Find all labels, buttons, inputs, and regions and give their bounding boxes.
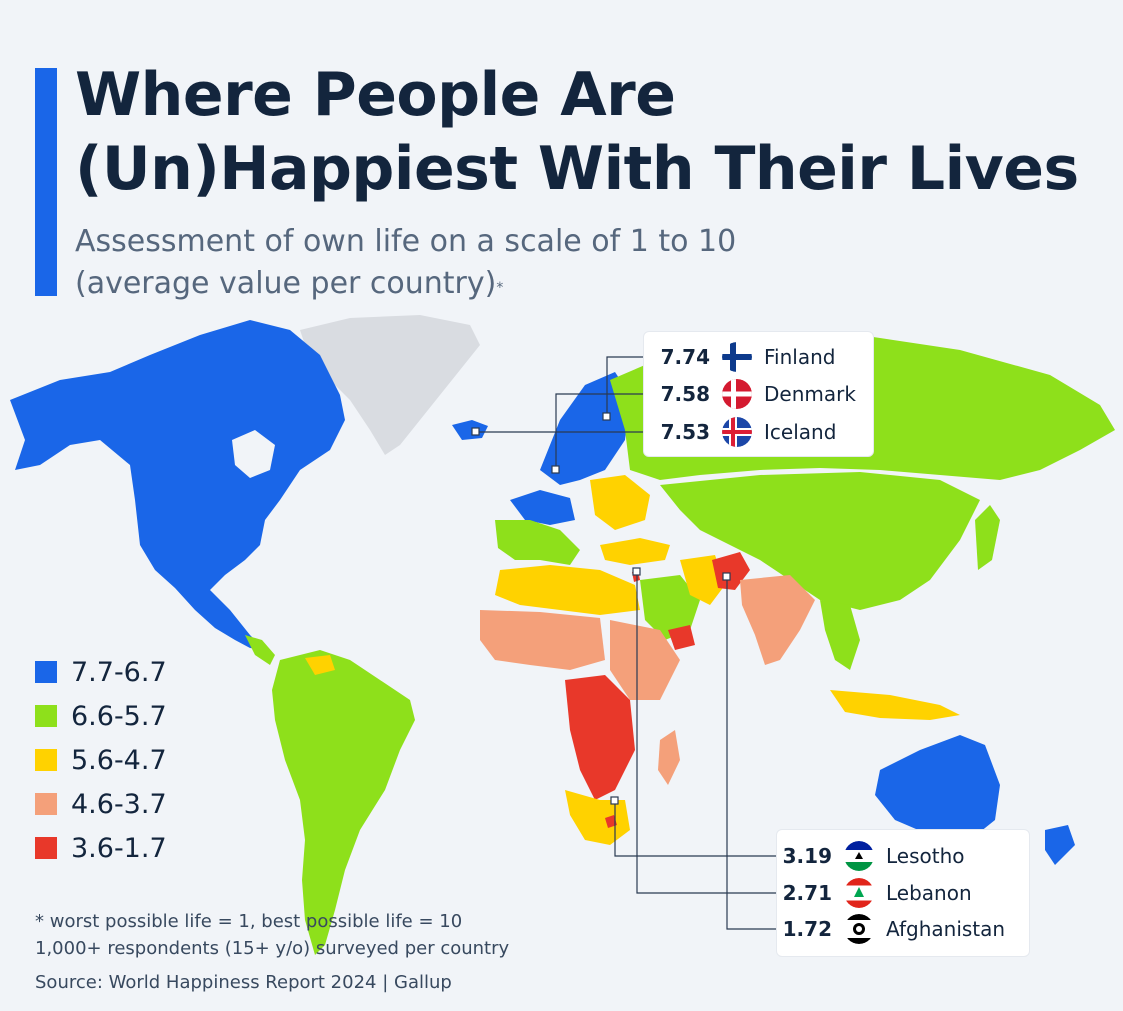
title-line-2: (Un)Happiest With Their Lives [75,134,1079,204]
leader-line-lesotho [614,801,778,857]
country-greenland [300,315,480,455]
leader-line-afghanistan [726,577,778,930]
footnote-line-1: * worst possible life = 1, best possible… [35,911,463,932]
legend-swatch [35,705,57,727]
callout-value: 7.53 [660,420,710,444]
callout-country: Denmark [764,382,856,406]
legend-label: 4.6-3.7 [71,788,167,820]
afghanistan-flag-icon [844,914,874,944]
leader-line-denmark [555,393,645,470]
footnote: * worst possible life = 1, best possible… [35,908,509,962]
legend-swatch [35,661,57,683]
marker-finland [602,412,611,421]
subtitle-footnote-marker: * [496,280,504,296]
callout-row-lebanon: 2.71 Lebanon [772,876,972,910]
subtitle: Assessment of own life on a scale of 1 t… [75,221,736,305]
region-central-asia-china [660,472,980,610]
callout-country: Lesotho [886,844,965,868]
callout-value: 1.72 [782,917,832,941]
page-title: Where People Are (Un)Happiest With Their… [75,58,1079,206]
legend-swatch [35,749,57,771]
region-west-africa [480,610,605,670]
callout-country: Afghanistan [886,917,1006,941]
country-iceland [452,420,488,440]
legend-item: 4.6-3.7 [35,782,167,826]
callout-row-denmark: 7.58 Denmark [650,377,856,411]
callout-country: Lebanon [886,881,972,905]
region-central-america [245,635,275,665]
country-lesotho [605,815,617,828]
finland-flag-icon [722,342,752,372]
legend-label: 5.6-4.7 [71,744,167,776]
hudson-bay [232,430,275,478]
source-text: Source: World Happiness Report 2024 | Ga… [35,972,452,993]
region-north-africa [495,565,640,615]
subtitle-line-1: Assessment of own life on a scale of 1 t… [75,224,737,259]
footnote-line-2: 1,000+ respondents (15+ y/o) surveyed pe… [35,938,510,959]
callout-value: 7.58 [660,382,710,406]
legend-item: 3.6-1.7 [35,826,167,870]
legend-swatch [35,837,57,859]
callout-country: Iceland [764,420,837,444]
country-venezuela [305,655,335,675]
country-yemen [668,625,695,650]
callout-value: 2.71 [782,881,832,905]
marker-denmark [551,465,560,474]
region-eastern-europe [590,475,650,530]
region-turkey [600,538,670,565]
leader-lines [476,356,778,930]
legend-item: 6.6-5.7 [35,694,167,738]
legend-label: 3.6-1.7 [71,832,167,864]
region-southern-europe [495,520,580,565]
country-japan [975,505,1000,570]
iceland-flag-icon [722,417,752,447]
callout-value: 3.19 [782,844,832,868]
region-indonesia [830,690,960,720]
region-central-africa [565,675,635,800]
callout-country: Finland [764,345,836,369]
lebanon-flag-icon [844,878,874,908]
callout-row-iceland: 7.53 Iceland [650,415,836,449]
legend-label: 7.7-6.7 [71,656,167,688]
legend-swatch [35,793,57,815]
legend-label: 6.6-5.7 [71,700,167,732]
marker-lesotho [610,796,619,805]
denmark-flag-icon [722,379,752,409]
region-southeast-asia [820,600,860,670]
unhappiest-callout-box [776,829,1030,957]
country-madagascar [658,730,680,785]
marker-iceland [471,427,480,436]
callout-value: 7.74 [660,345,710,369]
leader-markers [471,412,731,805]
subtitle-line-2: (average value per country) [75,266,497,301]
region-arabia [640,575,700,640]
subtitle-line-2-wrap: (average value per country)* [75,263,736,305]
region-east-africa [610,620,680,700]
happiest-callout-box [643,331,874,457]
lesotho-flag-icon [844,841,874,871]
callout-row-finland: 7.74 Finland [650,340,835,374]
marker-lebanon [632,567,641,576]
marker-afghanistan [722,572,731,581]
title-line-1: Where People Are [75,60,676,130]
accent-bar [35,68,57,296]
region-north-america [10,320,345,650]
region-south-america [272,650,415,955]
legend: 7.7-6.7 6.6-5.7 5.6-4.7 4.6-3.7 3.6-1.7 [35,650,167,870]
country-new-zealand [1045,825,1075,865]
legend-item: 5.6-4.7 [35,738,167,782]
leader-line-finland [606,356,645,417]
country-australia [875,735,1000,840]
region-western-europe [510,490,575,525]
leader-line-lebanon [636,572,778,894]
callout-row-afghanistan: 1.72 Afghanistan [772,912,1005,946]
legend-item: 7.7-6.7 [35,650,167,694]
region-india [740,575,815,665]
callout-row-lesotho: 3.19 Lesotho [772,839,965,873]
